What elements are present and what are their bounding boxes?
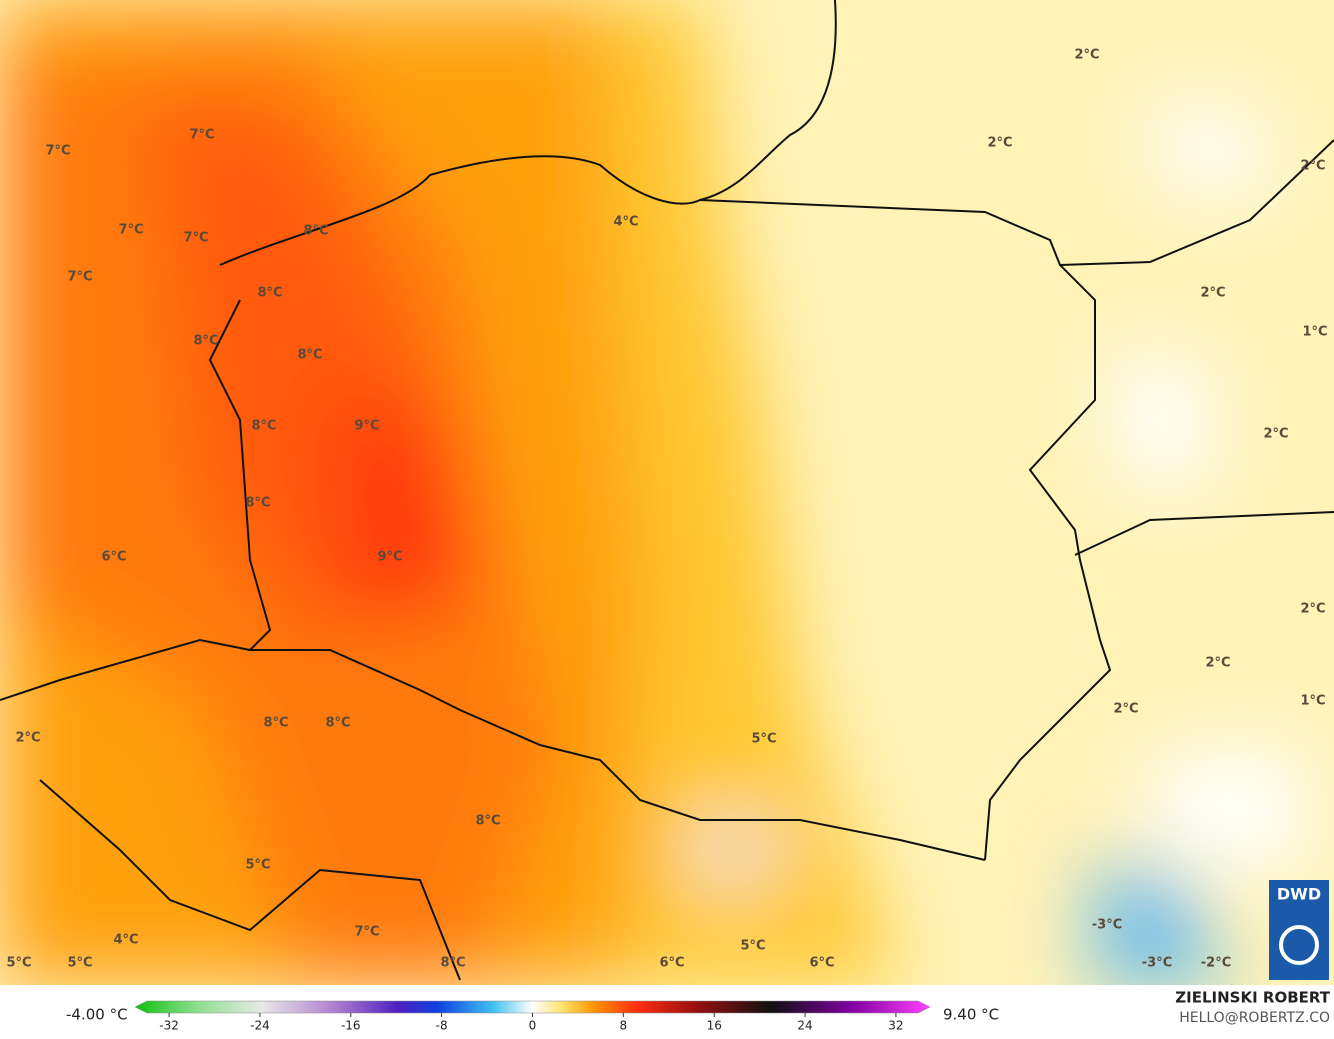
temperature-label: 4°C	[113, 933, 138, 948]
temperature-label: 7°C	[45, 144, 70, 159]
temperature-label: 7°C	[118, 223, 143, 238]
colorbar-tick-label: 8	[620, 1019, 628, 1033]
temperature-label: 8°C	[325, 716, 350, 731]
temperature-label: 8°C	[297, 348, 322, 363]
temperature-label: 2°C	[1200, 286, 1225, 301]
temperature-label: 6°C	[809, 956, 834, 971]
temperature-label: 9°C	[354, 419, 379, 434]
temperature-label: -3°C	[1092, 918, 1122, 933]
temperature-label: 8°C	[475, 814, 500, 829]
colorbar-tick-label: 16	[707, 1019, 722, 1033]
temperature-label: 2°C	[1300, 602, 1325, 617]
temperature-label: 5°C	[740, 939, 765, 954]
temperature-label: 8°C	[303, 224, 328, 239]
temperature-label: 8°C	[251, 419, 276, 434]
temperature-label: 7°C	[354, 925, 379, 940]
temperature-label: 1°C	[1302, 325, 1327, 340]
colorbar-min: -4.00 °C	[66, 1006, 128, 1024]
colorbar-tick-label: 32	[888, 1019, 903, 1033]
temperature-label: 8°C	[193, 334, 218, 349]
temperature-label: 2°C	[987, 136, 1012, 151]
temperature-label: 8°C	[257, 286, 282, 301]
temperature-label: 8°C	[245, 496, 270, 511]
colorbar-tick-label: 0	[529, 1019, 537, 1033]
temperature-label: 7°C	[183, 231, 208, 246]
temperature-label: 8°C	[440, 956, 465, 971]
colorbar-tick-label: -8	[436, 1019, 448, 1033]
temperature-label: 9°C	[377, 550, 402, 565]
colorbar-tick-label: 24	[797, 1019, 812, 1033]
colorbar-tick-label: -32	[159, 1019, 179, 1033]
credit-name: ZIELINSKI ROBERT	[1175, 989, 1330, 1007]
temperature-label: 6°C	[101, 550, 126, 565]
temperature-label: 5°C	[67, 956, 92, 971]
temperature-label: 4°C	[613, 215, 638, 230]
temperature-label: 2°C	[15, 731, 40, 746]
temperature-label: 2°C	[1113, 702, 1138, 717]
temperature-label: 7°C	[67, 270, 92, 285]
map-background	[0, 0, 1334, 985]
temperature-label: 2°C	[1074, 48, 1099, 63]
temperature-label: 2°C	[1205, 656, 1230, 671]
colorbar	[134, 1000, 931, 1014]
colorbar-tick-label: -16	[341, 1019, 361, 1033]
credit-email: HELLO@ROBERTZ.CO	[1179, 1010, 1330, 1026]
temperature-label: 7°C	[189, 128, 214, 143]
dwd-logo-swirl	[1279, 925, 1319, 965]
temperature-label: 2°C	[1263, 427, 1288, 442]
dwd-logo-text: DWD	[1277, 885, 1321, 904]
temperature-label: -2°C	[1201, 956, 1231, 971]
temperature-label: 5°C	[6, 956, 31, 971]
temperature-label: 5°C	[245, 858, 270, 873]
temperature-label: 1°C	[1300, 694, 1325, 709]
temperature-label: 6°C	[659, 956, 684, 971]
temperature-label: -3°C	[1142, 956, 1172, 971]
colorbar-tick-label: -24	[250, 1019, 270, 1033]
temperature-label: 5°C	[751, 732, 776, 747]
colorbar-max: 9.40 °C	[943, 1006, 999, 1024]
temperature-label: 2°C	[1300, 159, 1325, 174]
temperature-label: 8°C	[263, 716, 288, 731]
